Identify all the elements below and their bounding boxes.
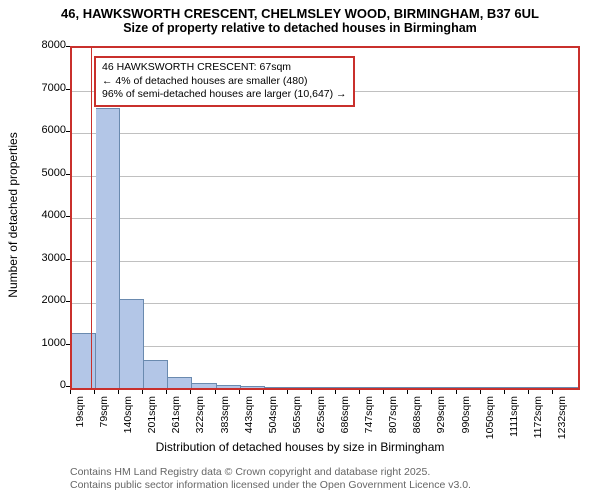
- x-tick-label: 261sqm: [170, 396, 182, 446]
- x-tick-label: 79sqm: [98, 396, 110, 446]
- y-tick-label: 1000: [26, 337, 66, 349]
- x-tick-label: 1172sqm: [532, 396, 544, 446]
- histogram-bar: [409, 387, 433, 388]
- x-tick-label: 1111sqm: [508, 396, 520, 446]
- x-tick-mark: [528, 390, 529, 394]
- y-tick-label: 0: [26, 379, 66, 391]
- x-tick-mark: [456, 390, 457, 394]
- y-tick-mark: [66, 259, 70, 260]
- y-tick-mark: [66, 344, 70, 345]
- attribution: Contains HM Land Registry data © Crown c…: [70, 466, 471, 492]
- x-tick-mark: [190, 390, 191, 394]
- x-tick-mark: [552, 390, 553, 394]
- histogram-bar: [96, 108, 120, 389]
- histogram-bar: [385, 387, 409, 388]
- y-tick-mark: [66, 216, 70, 217]
- callout-line-3: 96% of semi-detached houses are larger (…: [102, 88, 347, 102]
- x-tick-label: 443sqm: [243, 396, 255, 446]
- x-tick-label: 868sqm: [411, 396, 423, 446]
- x-tick-mark: [359, 390, 360, 394]
- histogram-bar: [144, 360, 168, 388]
- attribution-line-2: Contains public sector information licen…: [70, 479, 471, 492]
- x-tick-label: 383sqm: [219, 396, 231, 446]
- y-tick-mark: [66, 131, 70, 132]
- x-tick-label: 201sqm: [146, 396, 158, 446]
- y-tick-mark: [66, 301, 70, 302]
- histogram-bar: [458, 387, 482, 388]
- x-tick-mark: [335, 390, 336, 394]
- x-tick-label: 504sqm: [267, 396, 279, 446]
- x-tick-label: 19sqm: [74, 396, 86, 446]
- x-tick-label: 686sqm: [339, 396, 351, 446]
- y-axis-label: Number of detached properties: [6, 50, 20, 215]
- histogram-bar: [361, 387, 385, 388]
- y-tick-label: 3000: [26, 252, 66, 264]
- x-tick-label: 807sqm: [387, 396, 399, 446]
- page-title-sub: Size of property relative to detached ho…: [0, 21, 600, 35]
- y-tick-mark: [66, 386, 70, 387]
- x-tick-label: 140sqm: [122, 396, 134, 446]
- x-tick-mark: [431, 390, 432, 394]
- histogram-bar: [265, 387, 289, 388]
- y-tick-mark: [66, 174, 70, 175]
- y-tick-label: 8000: [26, 39, 66, 51]
- callout-line-2: ← 4% of detached houses are smaller (480…: [102, 75, 347, 89]
- histogram-bar: [192, 383, 216, 388]
- x-tick-label: 1232sqm: [556, 396, 568, 446]
- x-tick-mark: [504, 390, 505, 394]
- y-tick-label: 6000: [26, 124, 66, 136]
- attribution-line-1: Contains HM Land Registry data © Crown c…: [70, 466, 471, 479]
- histogram-bar: [289, 387, 313, 388]
- x-tick-label: 565sqm: [291, 396, 303, 446]
- x-tick-mark: [118, 390, 119, 394]
- histogram-bar: [482, 387, 506, 388]
- histogram-bar: [217, 385, 241, 388]
- histogram-bar: [530, 387, 554, 388]
- histogram-bar: [72, 333, 96, 388]
- x-axis-label: Distribution of detached houses by size …: [0, 440, 600, 454]
- x-tick-label: 990sqm: [460, 396, 472, 446]
- x-tick-mark: [287, 390, 288, 394]
- x-tick-mark: [70, 390, 71, 394]
- x-tick-mark: [311, 390, 312, 394]
- x-tick-mark: [142, 390, 143, 394]
- histogram-bar: [506, 387, 530, 388]
- histogram-bar: [433, 387, 457, 388]
- subject-marker-line: [91, 48, 92, 388]
- x-tick-mark: [480, 390, 481, 394]
- page-title-main: 46, HAWKSWORTH CRESCENT, CHELMSLEY WOOD,…: [0, 0, 600, 21]
- x-tick-mark: [239, 390, 240, 394]
- histogram-bar: [337, 387, 361, 388]
- x-tick-label: 929sqm: [435, 396, 447, 446]
- y-tick-mark: [66, 89, 70, 90]
- x-tick-mark: [94, 390, 95, 394]
- x-tick-mark: [383, 390, 384, 394]
- y-tick-label: 5000: [26, 167, 66, 179]
- histogram-bar: [313, 387, 337, 388]
- x-tick-label: 625sqm: [315, 396, 327, 446]
- histogram-bar: [120, 299, 144, 388]
- histogram-bar: [241, 386, 265, 388]
- x-tick-mark: [407, 390, 408, 394]
- callout-box: 46 HAWKSWORTH CRESCENT: 67sqm ← 4% of de…: [94, 56, 355, 107]
- y-tick-label: 4000: [26, 209, 66, 221]
- x-tick-mark: [215, 390, 216, 394]
- y-tick-label: 7000: [26, 82, 66, 94]
- x-tick-label: 322sqm: [194, 396, 206, 446]
- x-tick-mark: [166, 390, 167, 394]
- x-tick-label: 1050sqm: [484, 396, 496, 446]
- x-tick-mark: [263, 390, 264, 394]
- x-tick-label: 747sqm: [363, 396, 375, 446]
- callout-line-1: 46 HAWKSWORTH CRESCENT: 67sqm: [102, 61, 347, 75]
- histogram-bar: [554, 387, 578, 388]
- y-tick-mark: [66, 46, 70, 47]
- histogram-bar: [168, 377, 192, 388]
- y-tick-label: 2000: [26, 294, 66, 306]
